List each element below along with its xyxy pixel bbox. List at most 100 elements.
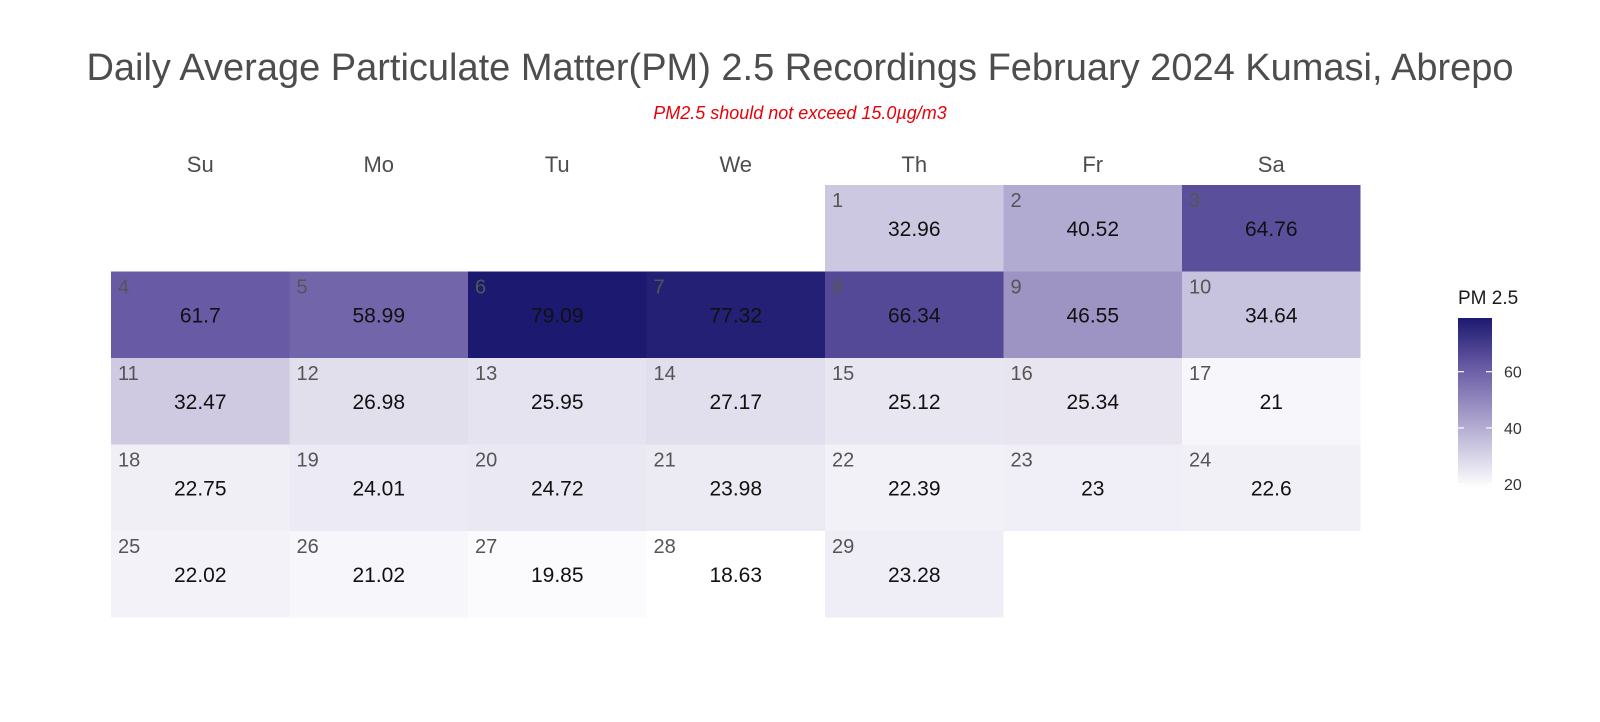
day-number: 17 xyxy=(1189,363,1211,385)
day-value-label: 22.02 xyxy=(174,564,227,587)
day-cell: 10 34.64 xyxy=(1182,271,1361,358)
day-cell: 27 19.85 xyxy=(468,531,647,618)
day-value-label: 23.98 xyxy=(709,478,762,501)
legend-tick: 60 xyxy=(1458,365,1522,382)
day-cell: 15 25.12 xyxy=(825,358,1004,445)
day-cell-fill xyxy=(1182,185,1361,272)
day-number: 7 xyxy=(654,277,665,299)
day-cell: 24 22.6 xyxy=(1182,444,1361,531)
weekday-header-su: Su xyxy=(187,152,214,177)
day-value-label: 24.01 xyxy=(352,478,405,501)
day-cell-fill xyxy=(646,531,825,618)
day-value-label: 25.12 xyxy=(888,391,941,414)
day-number: 10 xyxy=(1189,277,1211,299)
legend-tick-label: 20 xyxy=(1504,477,1522,494)
day-cell: 777.32 xyxy=(646,271,825,358)
day-number: 8 xyxy=(832,277,843,299)
day-number: 18 xyxy=(118,450,140,472)
day-cell-fill xyxy=(825,271,1004,358)
day-value-label: 22.6 xyxy=(1251,478,1292,501)
day-number: 20 xyxy=(475,450,497,472)
legend-tick: 20 xyxy=(1458,477,1522,494)
day-number: 25 xyxy=(118,536,140,558)
day-value-label: 25.34 xyxy=(1066,391,1119,414)
day-cell: 132.96 xyxy=(825,185,1004,272)
day-cell: 26 21.02 xyxy=(289,531,468,618)
legend-tick: 40 xyxy=(1458,421,1522,438)
day-value-label: 26.98 xyxy=(352,391,405,414)
day-cell: 19 24.01 xyxy=(289,444,468,531)
day-value-label: 21.02 xyxy=(352,564,405,587)
day-cell-fill xyxy=(646,271,825,358)
day-number: 16 xyxy=(1011,363,1033,385)
day-cell: 558.99 xyxy=(289,271,468,358)
day-cell: 20 24.72 xyxy=(468,444,647,531)
day-number: 12 xyxy=(297,363,319,385)
day-number: 6 xyxy=(475,277,486,299)
day-value-label: 23 xyxy=(1081,478,1104,501)
day-value-label: 24.72 xyxy=(531,478,584,501)
weekday-header-mo: Mo xyxy=(363,152,394,177)
day-value-label: 61.7 xyxy=(180,305,221,328)
day-cell-fill xyxy=(646,444,825,531)
day-cell-fill xyxy=(1182,271,1361,358)
day-cell-fill xyxy=(111,444,290,531)
day-cell: 16 25.34 xyxy=(1003,358,1182,445)
weekday-header-sa: Sa xyxy=(1258,152,1286,177)
day-cell: 25 22.02 xyxy=(111,531,290,618)
day-number: 1 xyxy=(832,190,843,212)
day-cell-fill xyxy=(825,358,1004,445)
weekday-headers: Su Mo Tu We Th Fr Sa xyxy=(187,152,1286,177)
day-number: 22 xyxy=(832,450,854,472)
day-cell-fill xyxy=(289,444,468,531)
day-cell: 11 32.47 xyxy=(111,358,290,445)
day-cell-fill xyxy=(289,358,468,445)
day-number: 4 xyxy=(118,277,129,299)
legend-tick-label: 40 xyxy=(1504,421,1522,438)
day-value-label: 40.52 xyxy=(1066,218,1119,241)
day-cell-fill xyxy=(1003,185,1182,272)
weekday-header-th: Th xyxy=(901,152,927,177)
day-cell-fill xyxy=(111,531,290,618)
day-number: 5 xyxy=(297,277,308,299)
chart-title: Daily Average Particulate Matter(PM) 2.5… xyxy=(86,47,1514,89)
day-number: 23 xyxy=(1011,450,1033,472)
day-cell: 13 25.95 xyxy=(468,358,647,445)
day-cell-fill xyxy=(468,271,647,358)
weekday-header-we: We xyxy=(719,152,752,177)
day-cell: 679.09 xyxy=(468,271,647,358)
day-number: 13 xyxy=(475,363,497,385)
day-value-label: 18.63 xyxy=(709,564,762,587)
day-cell: 14 27.17 xyxy=(646,358,825,445)
day-cell-fill xyxy=(111,358,290,445)
day-cell: 364.76 xyxy=(1182,185,1361,272)
day-cell: 12 26.98 xyxy=(289,358,468,445)
day-value-label: 22.75 xyxy=(174,478,227,501)
day-cell: 461.7 xyxy=(111,271,290,358)
day-value-label: 22.39 xyxy=(888,478,941,501)
day-number: 15 xyxy=(832,363,854,385)
day-number: 26 xyxy=(297,536,319,558)
day-value-label: 25.95 xyxy=(531,391,584,414)
day-cell: 28 18.63 xyxy=(646,531,825,618)
day-number: 28 xyxy=(654,536,676,558)
day-cell: 18 22.75 xyxy=(111,444,290,531)
day-value-label: 23.28 xyxy=(888,564,941,587)
weekday-header-fr: Fr xyxy=(1082,152,1103,177)
day-cell-fill xyxy=(646,358,825,445)
day-cell-fill xyxy=(468,358,647,445)
day-cell: 946.55 xyxy=(1003,271,1182,358)
day-cell-fill xyxy=(1003,271,1182,358)
day-number: 24 xyxy=(1189,450,1211,472)
day-number: 3 xyxy=(1189,190,1200,212)
day-cell-fill xyxy=(1182,358,1361,445)
day-value-label: 58.99 xyxy=(352,305,405,328)
day-cell-fill xyxy=(825,185,1004,272)
day-value-label: 77.32 xyxy=(709,305,762,328)
legend-tick-label: 60 xyxy=(1504,365,1522,382)
day-cell-fill xyxy=(468,531,647,618)
day-cell: 21 23.98 xyxy=(646,444,825,531)
legend-ticks: 20 40 60 xyxy=(1458,365,1522,494)
day-value-label: 46.55 xyxy=(1066,305,1119,328)
